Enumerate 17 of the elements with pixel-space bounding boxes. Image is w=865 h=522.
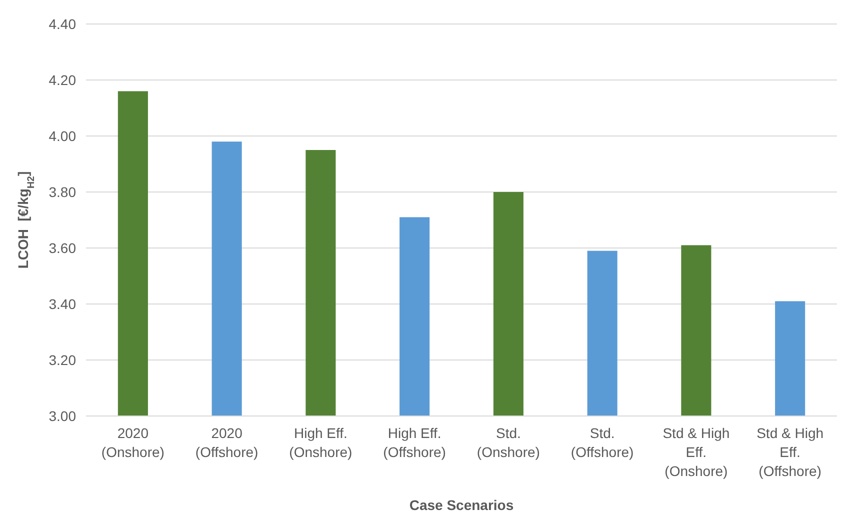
x-axis-title: Case Scenarios xyxy=(409,497,514,513)
x-tick-label: High Eff. (Offshore) xyxy=(383,425,446,460)
y-tick-label: 3.20 xyxy=(48,352,76,368)
y-tick-label: 3.00 xyxy=(48,408,76,424)
y-tick-label: 3.40 xyxy=(48,296,76,312)
x-tick-label: 2020 (Offshore) xyxy=(195,425,258,460)
y-tick-label: 4.00 xyxy=(48,128,76,144)
x-tick-label: Std & High Eff. (Onshore) xyxy=(662,425,730,479)
y-tick-label: 4.40 xyxy=(48,16,76,32)
x-tick-label: 2020 (Onshore) xyxy=(101,425,164,460)
y-tick-label: 3.80 xyxy=(48,184,76,200)
x-tick-label: High Eff. (Onshore) xyxy=(289,425,352,460)
x-tick-label: Std & High Eff. (Offshore) xyxy=(756,425,824,479)
y-tick-label: 4.20 xyxy=(48,72,76,88)
y-tick-label: 3.60 xyxy=(48,240,76,256)
x-tick-label: Std. (Offshore) xyxy=(570,425,634,460)
x-tick-label: Std. (Onshore) xyxy=(476,425,540,460)
